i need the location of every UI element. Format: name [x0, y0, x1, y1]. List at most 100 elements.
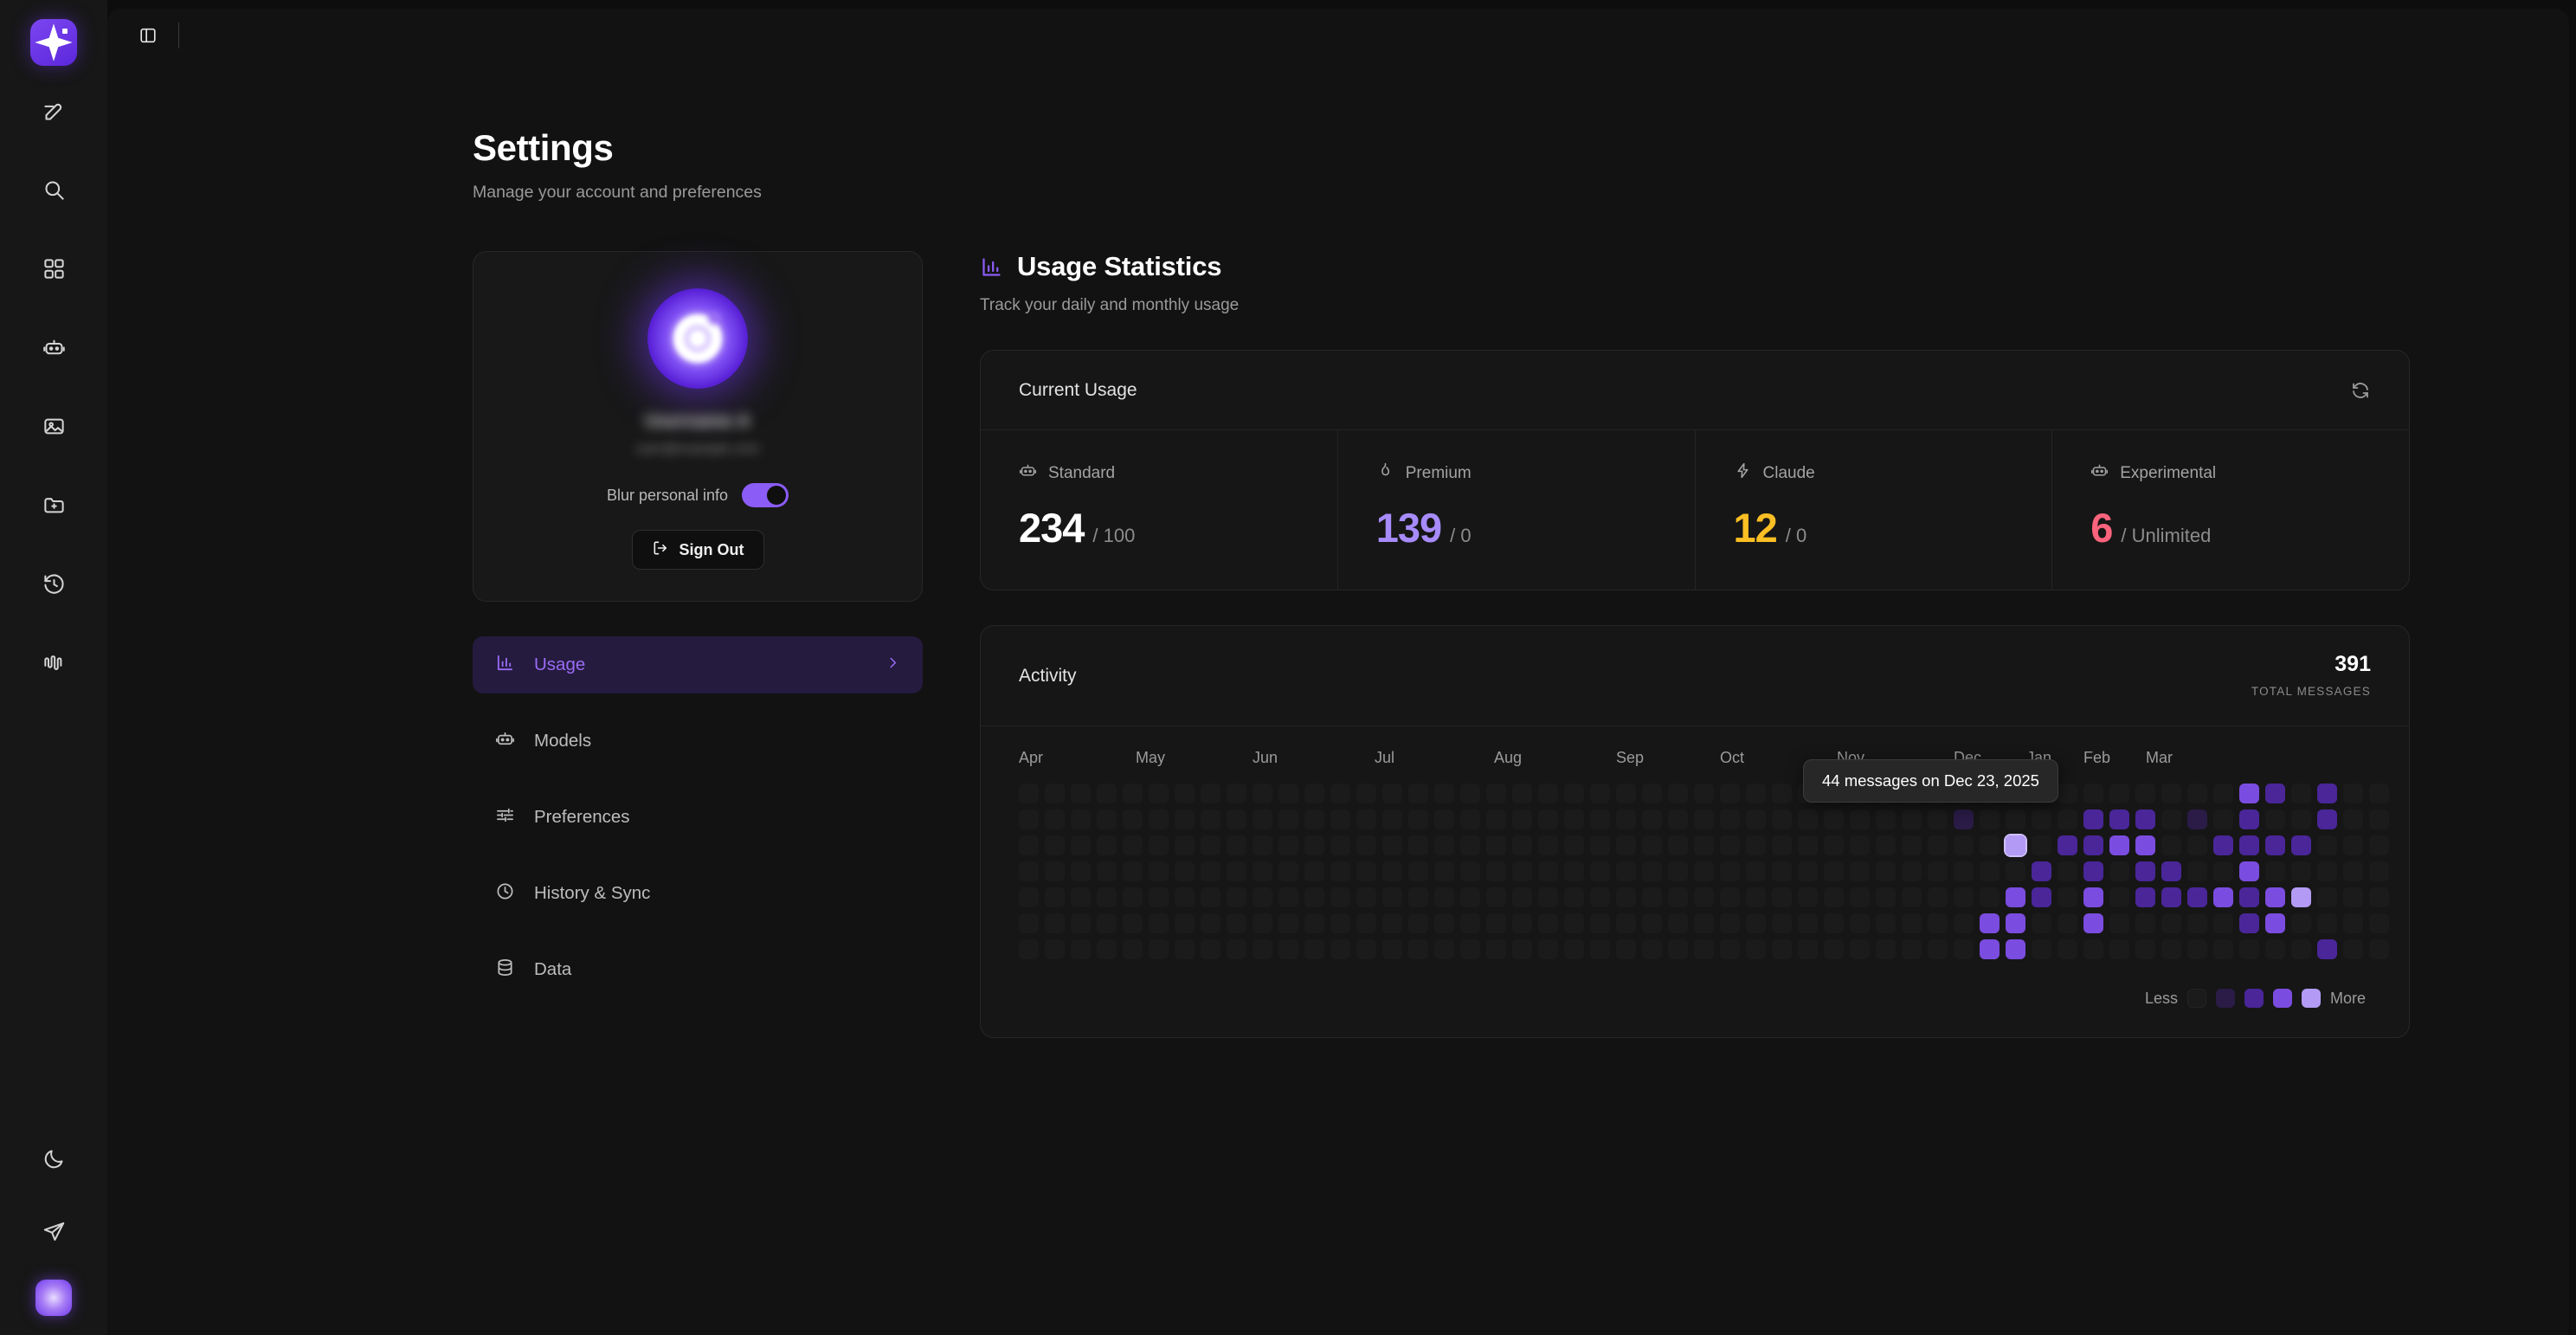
heatmap-cell[interactable]: [1434, 784, 1454, 803]
heatmap-cell[interactable]: [2343, 939, 2363, 959]
heatmap-cell[interactable]: [1356, 809, 1376, 829]
heatmap-cell[interactable]: [1045, 939, 1065, 959]
heatmap-cell[interactable]: [2187, 939, 2207, 959]
heatmap-cell[interactable]: [2291, 913, 2311, 933]
heatmap-cell[interactable]: [1097, 913, 1117, 933]
heatmap-cell[interactable]: [2135, 835, 2155, 855]
heatmap-cell[interactable]: [1772, 784, 1792, 803]
heatmap-cell[interactable]: [1045, 913, 1065, 933]
heatmap-cell[interactable]: [1408, 939, 1428, 959]
heatmap-cell[interactable]: [1201, 835, 1220, 855]
app-logo[interactable]: [30, 19, 77, 66]
heatmap-cell[interactable]: [1330, 913, 1350, 933]
heatmap-cell[interactable]: [1097, 861, 1117, 881]
heatmap-cell[interactable]: [1434, 939, 1454, 959]
heatmap-cell[interactable]: [1772, 809, 1792, 829]
heatmap-cell[interactable]: [1746, 784, 1766, 803]
heatmap-cell[interactable]: [1928, 835, 1948, 855]
heatmap-cell[interactable]: [2161, 784, 2181, 803]
heatmap-cell[interactable]: [1278, 835, 1298, 855]
heatmap-cell[interactable]: [2109, 835, 2129, 855]
heatmap-cell[interactable]: [2032, 887, 2051, 907]
heatmap-cell[interactable]: [1149, 861, 1169, 881]
heatmap-cell[interactable]: [1616, 939, 1636, 959]
heatmap-cell[interactable]: [2187, 861, 2207, 881]
heatmap-cell[interactable]: [1227, 939, 1246, 959]
heatmap-cell[interactable]: [1902, 861, 1922, 881]
heatmap-cell[interactable]: [1616, 784, 1636, 803]
heatmap-cell[interactable]: [1538, 784, 1558, 803]
heatmap-cell[interactable]: [2239, 913, 2259, 933]
heatmap-cell[interactable]: [1798, 861, 1818, 881]
heatmap-cell[interactable]: [1434, 809, 1454, 829]
heatmap-cell[interactable]: [1590, 913, 1610, 933]
search-icon[interactable]: [29, 165, 78, 214]
heatmap-cell[interactable]: [1278, 913, 1298, 933]
heatmap-cell[interactable]: [1720, 809, 1740, 829]
heatmap-cell[interactable]: [1616, 809, 1636, 829]
heatmap-cell[interactable]: [1278, 939, 1298, 959]
heatmap-cell[interactable]: [1850, 939, 1870, 959]
heatmap-cell[interactable]: [1954, 913, 1974, 933]
heatmap-cell[interactable]: [1590, 939, 1610, 959]
heatmap-cell[interactable]: [2083, 809, 2103, 829]
heatmap-cell[interactable]: [1460, 809, 1480, 829]
heatmap-cell[interactable]: [2369, 784, 2389, 803]
heatmap-cell[interactable]: [2032, 835, 2051, 855]
heatmap-cell[interactable]: [1097, 809, 1117, 829]
heatmap-cell[interactable]: [1720, 939, 1740, 959]
heatmap-cell[interactable]: [1175, 809, 1195, 829]
heatmap-cell[interactable]: [1460, 861, 1480, 881]
heatmap-cell[interactable]: [1123, 939, 1143, 959]
heatmap-cell[interactable]: [1668, 835, 1688, 855]
heatmap-cell[interactable]: [1201, 809, 1220, 829]
heatmap-cell[interactable]: [1460, 784, 1480, 803]
heatmap-cell[interactable]: [1356, 887, 1376, 907]
heatmap-cell[interactable]: [2135, 861, 2155, 881]
heatmap-cell[interactable]: [1097, 887, 1117, 907]
heatmap-cell[interactable]: [1772, 887, 1792, 907]
heatmap-cell[interactable]: [2213, 861, 2233, 881]
heatmap-cell[interactable]: [1850, 861, 1870, 881]
heatmap-cell[interactable]: [2317, 809, 2337, 829]
heatmap-cell[interactable]: [1045, 887, 1065, 907]
history-clock-icon[interactable]: [29, 559, 78, 608]
heatmap-cell[interactable]: [2109, 784, 2129, 803]
heatmap-cell[interactable]: [1486, 887, 1506, 907]
heatmap-grid[interactable]: [1019, 784, 2389, 959]
heatmap-cell[interactable]: [1902, 809, 1922, 829]
heatmap-cell[interactable]: [1772, 939, 1792, 959]
heatmap-cell[interactable]: [1824, 939, 1844, 959]
heatmap-cell[interactable]: [2083, 939, 2103, 959]
heatmap-cell[interactable]: [1616, 913, 1636, 933]
moon-theme-icon[interactable]: [29, 1134, 78, 1183]
heatmap-cell[interactable]: [2058, 913, 2077, 933]
heatmap-cell[interactable]: [2032, 939, 2051, 959]
heatmap-cell[interactable]: [2032, 913, 2051, 933]
heatmap-cell[interactable]: [1019, 809, 1039, 829]
sidebar-item-models[interactable]: Models: [473, 713, 923, 770]
heatmap-cell[interactable]: [1850, 809, 1870, 829]
toggle-sidebar-icon[interactable]: [133, 21, 163, 50]
heatmap-cell[interactable]: [2239, 784, 2259, 803]
heatmap-cell[interactable]: [1175, 913, 1195, 933]
heatmap-cell[interactable]: [2291, 809, 2311, 829]
refresh-icon[interactable]: [2350, 380, 2371, 401]
heatmap-cell[interactable]: [1720, 887, 1740, 907]
heatmap-cell[interactable]: [1668, 809, 1688, 829]
heatmap-cell[interactable]: [1694, 835, 1714, 855]
heatmap-cell[interactable]: [2239, 939, 2259, 959]
heatmap-cell[interactable]: [1408, 835, 1428, 855]
heatmap-cell[interactable]: [1201, 939, 1220, 959]
heatmap-cell[interactable]: [2083, 887, 2103, 907]
heatmap-cell[interactable]: [1902, 887, 1922, 907]
heatmap-cell[interactable]: [1694, 887, 1714, 907]
heatmap-cell[interactable]: [1824, 913, 1844, 933]
heatmap-cell[interactable]: [1850, 887, 1870, 907]
heatmap-cell[interactable]: [1564, 913, 1584, 933]
heatmap-cell[interactable]: [2317, 887, 2337, 907]
heatmap-cell[interactable]: [1071, 809, 1091, 829]
heatmap-cell[interactable]: [2369, 835, 2389, 855]
heatmap-cell[interactable]: [1590, 887, 1610, 907]
heatmap-cell[interactable]: [2369, 913, 2389, 933]
